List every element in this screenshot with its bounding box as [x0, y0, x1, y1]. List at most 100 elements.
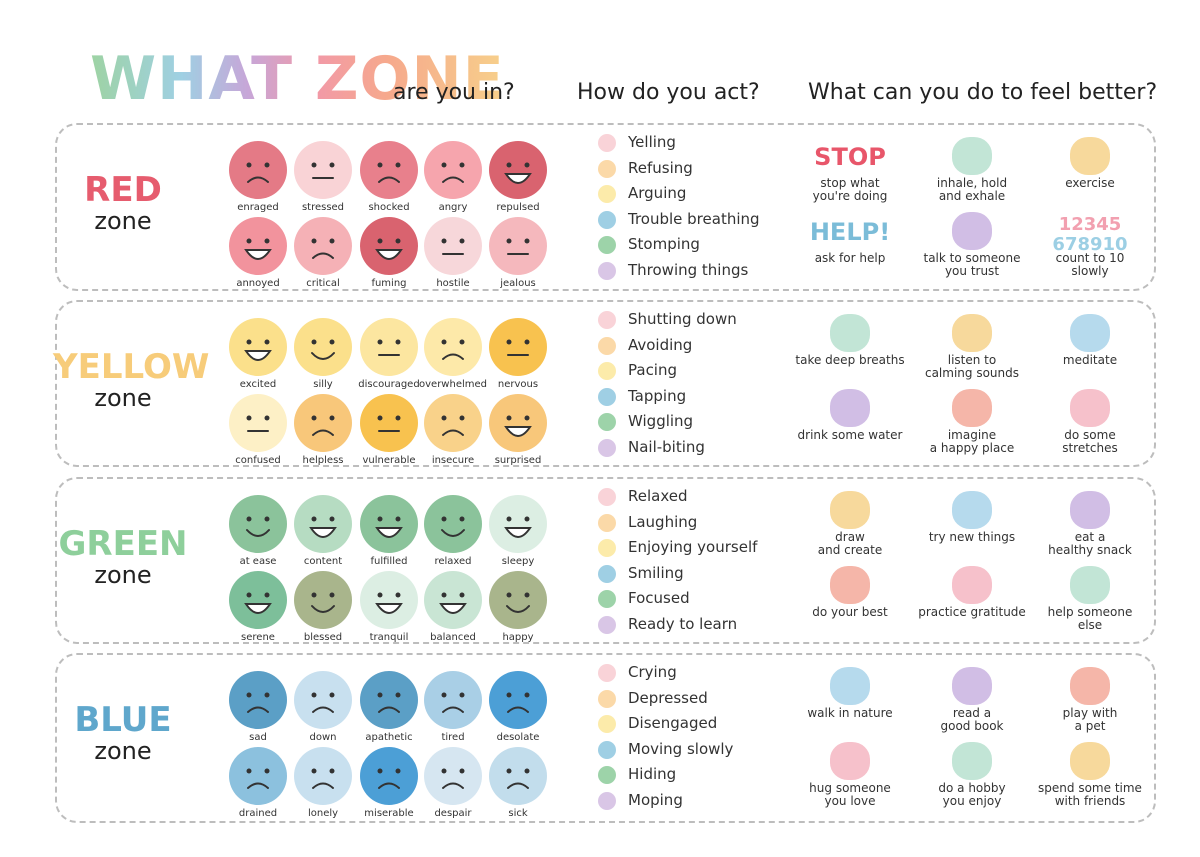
action-label: Refusing — [628, 158, 693, 177]
emotion-label: miserable — [364, 808, 414, 819]
strategy-icon-text: 678910 — [1052, 234, 1128, 255]
zone-name: YELLOW — [53, 347, 210, 387]
emotion-label: silly — [313, 379, 333, 390]
emotion-face — [229, 217, 287, 275]
emotion-label: hostile — [436, 278, 470, 289]
strategy-label: take deep breaths — [795, 353, 905, 367]
emotion-face — [489, 571, 547, 629]
action-dot — [598, 185, 616, 203]
emotion-label: despair — [434, 808, 472, 819]
emotion-face — [229, 141, 287, 199]
action-dot — [598, 664, 616, 682]
emotion-label: fuming — [371, 278, 407, 289]
strategy-label: ask for help — [814, 251, 886, 265]
strategy-icon — [952, 314, 992, 352]
action-dot — [598, 387, 616, 406]
emotion-face — [424, 394, 482, 452]
action-label: Throwing things — [628, 260, 749, 279]
action-label: Pacing — [628, 361, 678, 379]
action-dot — [598, 413, 616, 431]
emotion-label: confused — [235, 455, 281, 466]
emotion-label: helpless — [302, 455, 344, 466]
strategy-label: play with a pet — [1062, 706, 1118, 733]
emotion-face — [229, 495, 287, 553]
strategy-icon — [952, 491, 992, 529]
emotion-face — [424, 141, 482, 199]
strategy-label: do your best — [812, 605, 888, 619]
action-label: Shutting down — [628, 310, 737, 328]
emotion-face — [489, 141, 547, 199]
emotion-face — [489, 394, 547, 452]
emotion-face — [360, 318, 418, 376]
strategy-label: listen to calming sounds — [924, 353, 1020, 380]
emotion-label: sick — [508, 808, 528, 819]
action-dot — [598, 159, 616, 178]
action-label: Tapping — [628, 386, 687, 405]
emotion-face — [489, 217, 547, 275]
zone-name: RED — [84, 170, 162, 210]
emotion-face — [360, 394, 418, 452]
strategy-label: do some stretches — [1062, 428, 1118, 455]
strategy-icon — [1070, 742, 1110, 780]
emotion-face — [294, 571, 352, 629]
action-dot — [598, 615, 616, 634]
zone-box — [55, 300, 1156, 467]
strategy-icon — [1070, 491, 1110, 529]
emotion-label: jealous — [500, 278, 536, 289]
action-label: Nail-biting — [628, 437, 705, 456]
zone-word: zone — [94, 561, 152, 589]
action-label: Laughing — [628, 512, 698, 531]
emotion-face — [489, 495, 547, 553]
emotion-label: at ease — [239, 556, 277, 567]
strategy-label: spend some time with friends — [1038, 781, 1142, 808]
action-dot — [598, 438, 616, 457]
action-label: Relaxed — [628, 487, 688, 505]
emotion-face — [360, 747, 418, 805]
emotion-face — [424, 495, 482, 553]
zone-box — [55, 653, 1156, 823]
strategy-label: draw and create — [817, 530, 883, 557]
strategy-label: help someone else — [1047, 605, 1133, 632]
emotion-face — [294, 394, 352, 452]
strategy-label: count to 10 slowly — [1055, 251, 1125, 278]
emotion-face — [294, 671, 352, 729]
emotion-label: shocked — [368, 202, 410, 213]
emotion-label: stressed — [301, 202, 345, 213]
help-heading: What can you do to feel better? — [808, 80, 1158, 105]
action-dot — [598, 210, 616, 229]
emotion-label: drained — [238, 808, 278, 819]
emotion-face — [360, 495, 418, 553]
emotion-face — [229, 571, 287, 629]
action-label: Moving slowly — [628, 739, 734, 758]
emotion-face — [424, 571, 482, 629]
action-dot — [598, 791, 616, 810]
zone-box — [55, 477, 1156, 644]
emotion-label: tired — [441, 732, 465, 743]
strategy-label: walk in nature — [807, 706, 893, 720]
strategy-label: stop what you're doing — [812, 176, 888, 203]
emotion-label: balanced — [430, 632, 476, 643]
strategy-icon — [830, 742, 870, 780]
strategy-label: imagine a happy place — [929, 428, 1015, 455]
emotion-face — [294, 747, 352, 805]
action-dot — [598, 362, 616, 380]
strategy-icon-text: HELP! — [809, 218, 891, 246]
action-label: Depressed — [628, 688, 708, 707]
strategy-label: eat a healthy snack — [1048, 530, 1132, 557]
zone-name: GREEN — [58, 524, 188, 564]
action-dot — [598, 261, 616, 280]
emotion-label: insecure — [431, 455, 475, 466]
strategy-label: hug someone you love — [809, 781, 891, 808]
action-label: Hiding — [628, 765, 677, 783]
action-dot — [598, 766, 616, 784]
action-label: Enjoying yourself — [628, 538, 758, 556]
strategy-label: try new things — [928, 530, 1016, 544]
emotion-label: annoyed — [236, 278, 280, 289]
action-label: Arguing — [628, 184, 687, 202]
zone-word: zone — [94, 207, 152, 235]
emotion-face — [294, 318, 352, 376]
emotion-label: serene — [241, 632, 275, 643]
action-dot — [598, 689, 616, 708]
strategy-label: read a good book — [940, 706, 1004, 733]
action-dot — [598, 336, 616, 355]
